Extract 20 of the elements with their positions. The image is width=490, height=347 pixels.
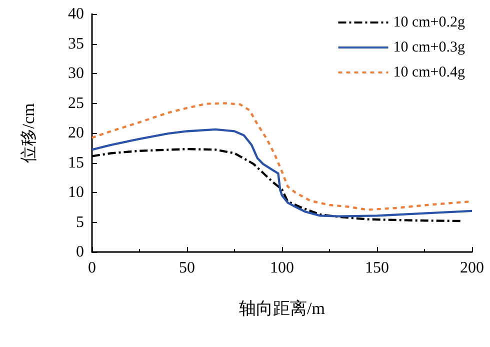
y-tick-label: 5 [76, 214, 84, 231]
y-tick-label: 20 [68, 124, 84, 142]
y-tick-label: 35 [68, 35, 84, 52]
x-axis-title: 轴向距离/m [239, 299, 325, 318]
y-tick-label: 15 [68, 154, 84, 172]
x-tick-label: 150 [365, 260, 389, 276]
legend-label: 10 cm+0.3g [393, 40, 466, 56]
y-tick-label: 10 [68, 184, 84, 201]
y-axis-title: 位移/cm [19, 103, 38, 163]
y-tick-label: 40 [68, 6, 84, 22]
y-tick-label: 30 [68, 65, 84, 82]
line-series [90, 128, 474, 218]
x-tick-label: 100 [270, 260, 294, 276]
x-tick-label: 200 [460, 260, 484, 276]
x-tick-label: 50 [179, 260, 195, 276]
legend-label: 10 cm+0.4g [393, 64, 466, 80]
y-tick-label: 25 [68, 94, 84, 112]
y-tick-label: 0 [76, 244, 84, 260]
x-tick-label: 0 [88, 260, 96, 276]
legend-label: 10 cm+0.2g [393, 14, 466, 30]
